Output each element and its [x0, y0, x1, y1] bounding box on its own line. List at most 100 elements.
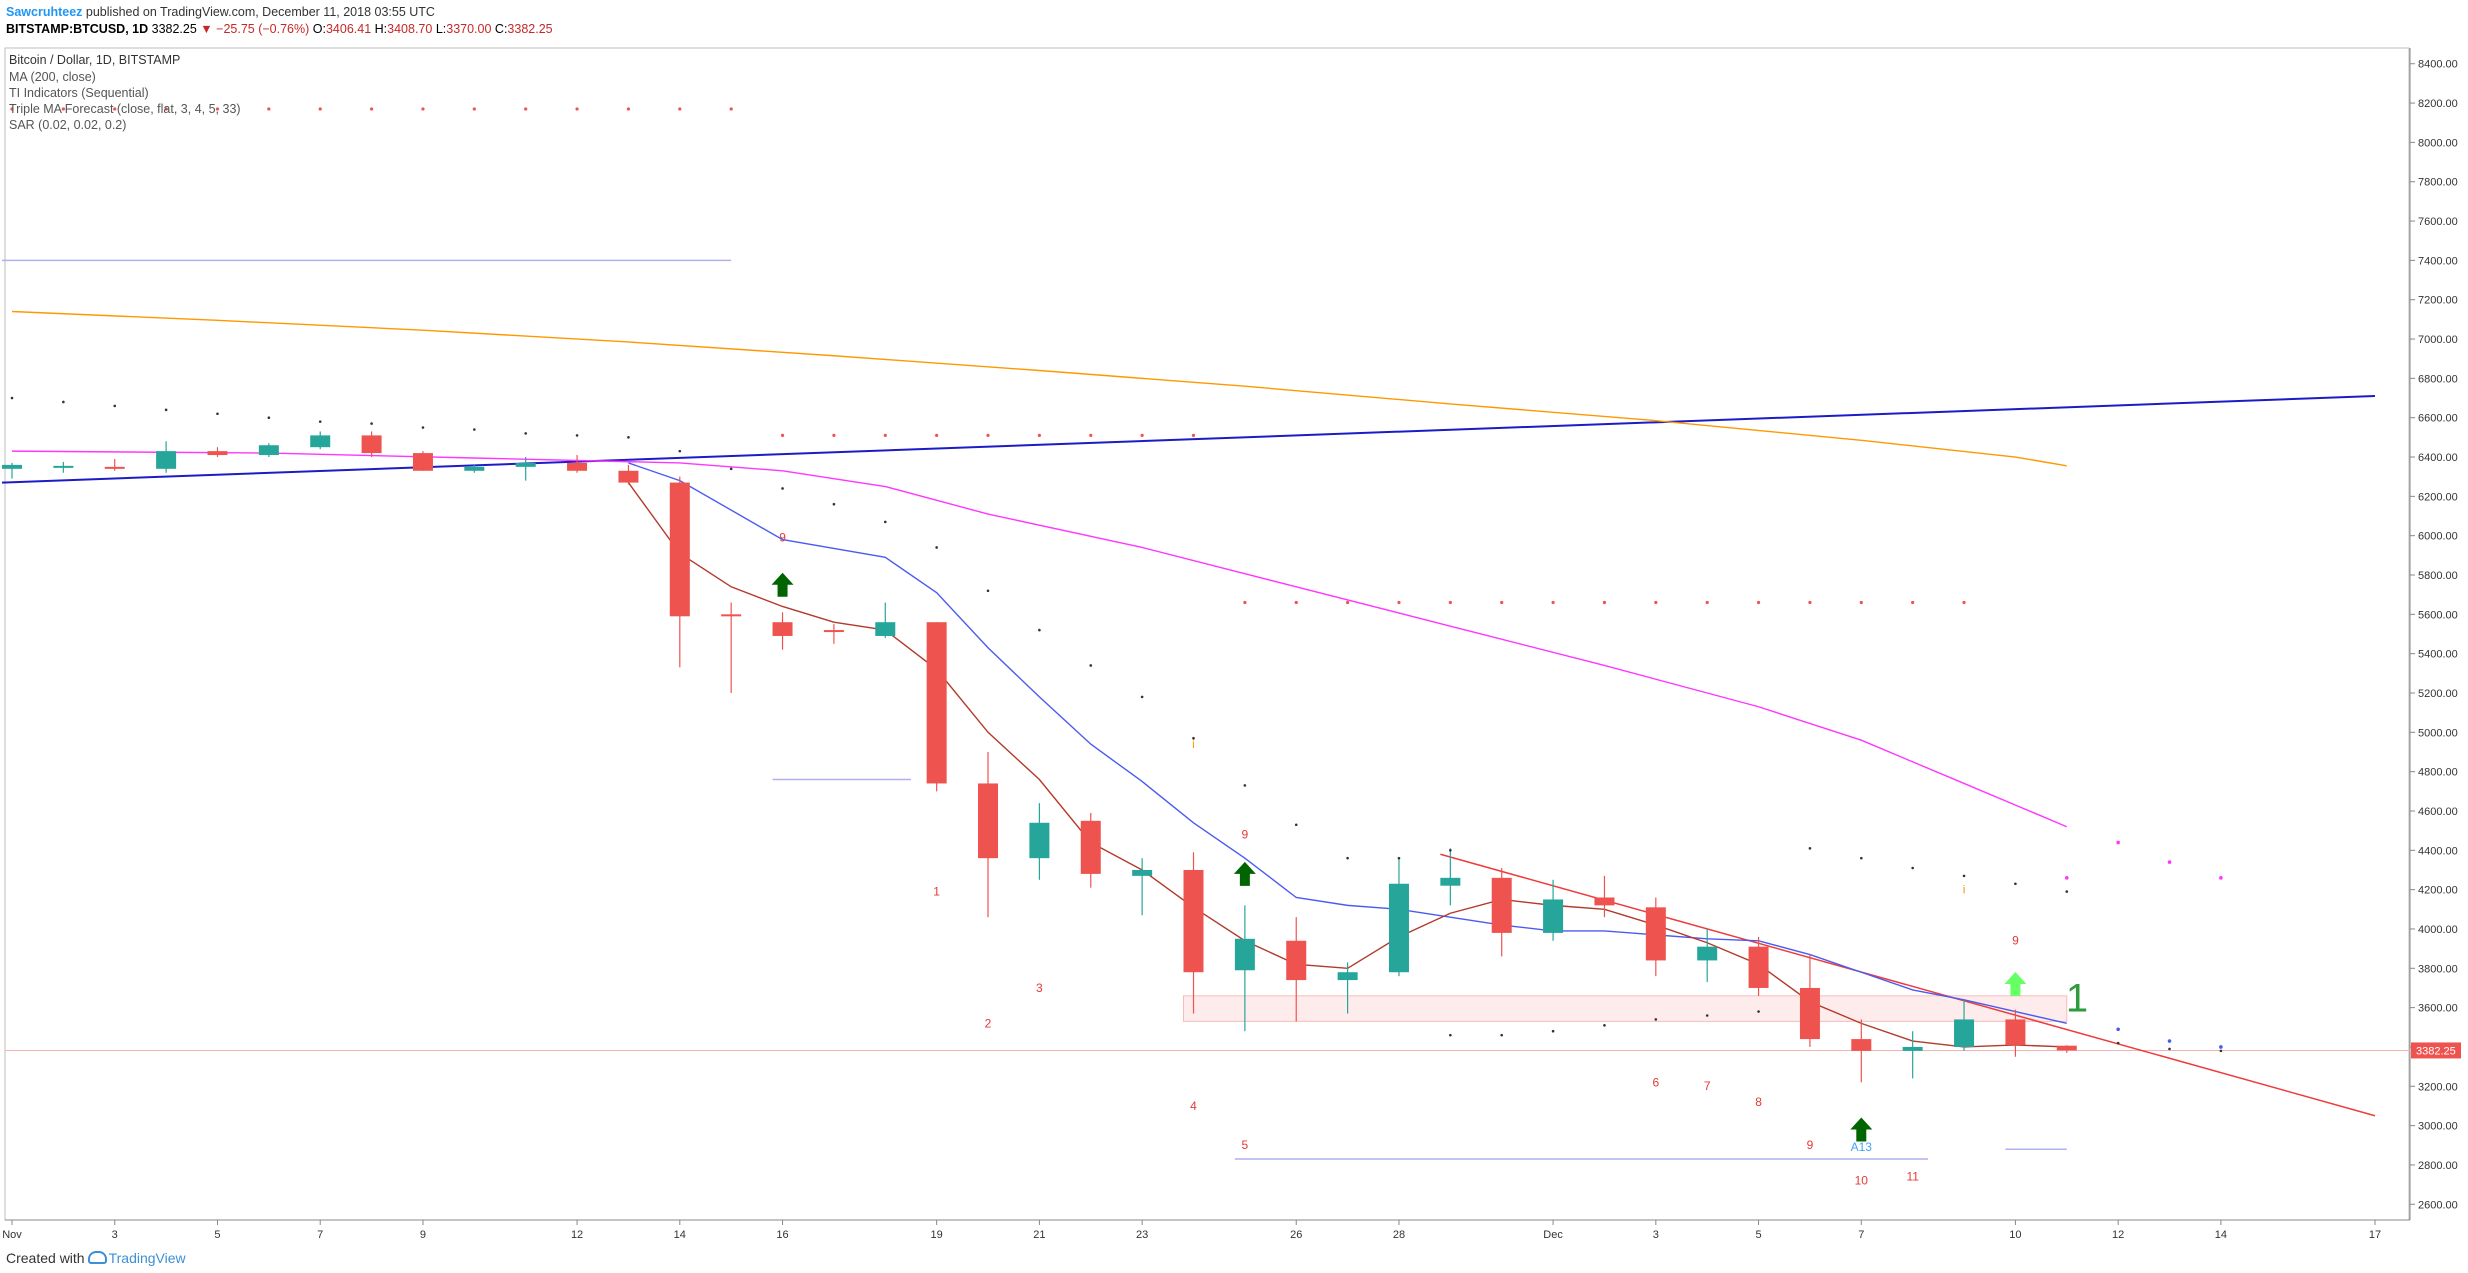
legend-sar: SAR (0.02, 0.02, 0.2) [9, 118, 126, 132]
sar-dot [2219, 1049, 2223, 1053]
resistance-dot [1602, 600, 1607, 605]
resistance-dot [626, 107, 631, 111]
plot-frame [4, 47, 2410, 1221]
sar-dot [1551, 1029, 1555, 1033]
change-value: −25.75 (−0.76%) [216, 22, 310, 36]
tradingview-link[interactable]: TradingView [108, 1250, 186, 1266]
price-tick-label: 2600.00 [2418, 1199, 2458, 1211]
author-link[interactable]: Sawcruhteez [6, 5, 83, 19]
low-label: L: [435, 22, 447, 36]
sar-dot [1449, 1033, 1452, 1037]
moving-average-line [627, 482, 2067, 1048]
quote-line: BITSTAMP:BTCUSD, 1D 3382.25 ▼ −25.75 (−0… [6, 22, 553, 36]
arrow-up-icon [2004, 971, 2027, 996]
sequential-marks-layer: 9 1 2 3 4 i 5 9 6 7 8 9 A13 10 11 i 9 1 [771, 531, 2088, 1188]
resistance-dot [215, 107, 220, 111]
candle-body [978, 783, 999, 859]
sar-dot [473, 428, 476, 431]
resistance-dot [729, 107, 733, 111]
high-value: 3408.70 [387, 22, 433, 36]
last-price-badge-label: 3382.25 [2416, 1045, 2456, 1057]
sar-dots-layer [10, 107, 2223, 1053]
sar-dot [421, 426, 425, 429]
sequential-count-label: 3 [1036, 981, 1043, 995]
candle-body [1748, 946, 1769, 988]
candle-body [1799, 987, 1820, 1040]
sequential-count-label: 9 [1242, 828, 1249, 842]
resistance-dot [1911, 600, 1915, 605]
candle-body [1286, 940, 1307, 981]
sar-dot [2116, 1041, 2120, 1045]
sar-dot [370, 422, 373, 425]
sar-dot [318, 420, 322, 423]
resistance-dot [421, 107, 425, 111]
sequential-count-label: 6 [1652, 1075, 1659, 1089]
candles-layer [2, 431, 2077, 1083]
sar-dot [883, 520, 887, 524]
candle-body [258, 445, 279, 456]
time-tick-label: 21 [1033, 1229, 1045, 1241]
sequential-count-label: 9 [2012, 934, 2019, 948]
arrow-up-icon [1850, 1117, 1873, 1142]
price-tick-label: 6000.00 [2418, 531, 2458, 543]
sequential-count-label: 2 [985, 1016, 992, 1030]
resistance-dot [1346, 600, 1350, 605]
sar-dot [1038, 628, 1041, 632]
price-tick-label: 4000.00 [2418, 924, 2458, 936]
candle-body [1132, 869, 1153, 876]
candle-body [156, 451, 177, 469]
sar-dot [832, 502, 836, 506]
forecast-dot [2064, 876, 2069, 880]
sequential-count-label: 9 [779, 531, 786, 545]
resistance-dot [1448, 600, 1452, 605]
sequential-count-label: 10 [1855, 1174, 1869, 1188]
time-tick-label: 28 [1393, 1229, 1405, 1241]
sar-dot [1500, 1033, 1504, 1037]
candle-body [412, 453, 433, 471]
sar-dot [781, 487, 784, 490]
candle-body [1954, 1019, 1975, 1047]
candle-body [310, 435, 331, 448]
sequential-count-label: 8 [1755, 1095, 1762, 1109]
resistance-dot [1500, 600, 1504, 605]
candle-body [1029, 822, 1050, 859]
sar-dot [935, 546, 938, 549]
resistance-dot [1089, 433, 1093, 437]
sequential-count-label: 4 [1190, 1099, 1197, 1113]
resistance-dot [113, 107, 117, 111]
sar-dot [1603, 1024, 1606, 1027]
time-tick-label: 7 [1858, 1229, 1864, 1241]
sar-dot [2168, 1047, 2171, 1051]
time-tick-label: 5 [214, 1229, 220, 1241]
candle-body [926, 622, 947, 784]
horizontal-lines-layer [2, 259, 2410, 1160]
published-text: published on TradingView.com, December 1… [85, 5, 435, 19]
price-tick-label: 3200.00 [2418, 1081, 2458, 1093]
sar-dot [2014, 882, 2017, 886]
resistance-dot [369, 107, 374, 111]
sar-dot [1243, 784, 1247, 787]
candle-body [1851, 1039, 1872, 1051]
sar-dot [216, 412, 219, 416]
price-tick-label: 4800.00 [2418, 767, 2458, 779]
forecast-dot [2167, 860, 2172, 864]
time-tick-label: 14 [2215, 1229, 2227, 1241]
candle-body [1080, 820, 1101, 874]
resistance-dot [883, 433, 887, 437]
time-tick-label: 5 [1756, 1229, 1762, 1241]
open-label: O: [312, 22, 326, 36]
forecast-dot [2116, 840, 2120, 845]
high-label: H: [374, 22, 388, 36]
candle-body [515, 462, 536, 467]
time-tick-label: 7 [317, 1229, 323, 1241]
time-tick-label: 19 [931, 1229, 943, 1241]
moving-average-line [628, 462, 2067, 1025]
resistance-dot [10, 107, 14, 111]
resistance-dot [267, 107, 271, 111]
candle-body [721, 614, 742, 617]
candle-body [1440, 877, 1461, 886]
price-tick-label: 7200.00 [2418, 295, 2458, 307]
resistance-dot [318, 107, 322, 111]
resistance-dot [832, 433, 836, 437]
